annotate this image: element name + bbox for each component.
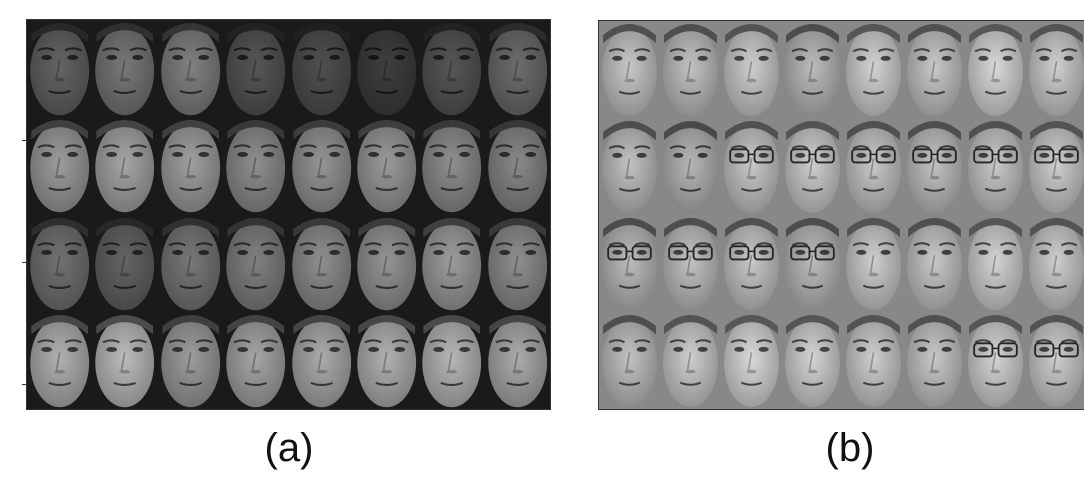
panel-b-face-tile [782, 312, 843, 409]
panel-b-face-tile [965, 312, 1026, 409]
panel-a-face-tile [484, 214, 550, 312]
panel-a-face-tile [353, 214, 420, 312]
panel-b-face-tile [1026, 312, 1084, 409]
panel-a-face-tile [288, 117, 354, 215]
panel-a-face-tile [353, 311, 420, 409]
panel-a-face-tile [484, 117, 550, 215]
panel-b-face-tile [782, 215, 843, 312]
panel-a-face-tile [92, 117, 158, 215]
panel-b-face-tile [843, 215, 904, 312]
panel-b-face-tile [843, 21, 904, 118]
panel-a-face-tile [288, 20, 354, 118]
panel-a-face-tile [223, 20, 289, 118]
panel-a-face-tile [92, 20, 158, 118]
panel-a-face-tile [223, 311, 289, 409]
panel-b-face-tile [660, 312, 721, 409]
panel-b-face-tile [721, 21, 782, 118]
panel-a-face-tile [157, 214, 224, 312]
panel-b-face-tile [782, 118, 843, 215]
axis-tick [22, 140, 26, 141]
face-grid-a [26, 19, 551, 410]
panel-a-face-tile [157, 311, 224, 409]
panel-a-face-tile [27, 214, 93, 312]
panel-b-face-tile [599, 215, 660, 312]
axis-tick [22, 384, 26, 385]
panel-b-face-tile [599, 118, 660, 215]
panel-b-face-tile [904, 118, 965, 215]
panel-b-face-tile [660, 215, 721, 312]
panel-b-face-tile [782, 21, 843, 118]
panel-b-face-tile [599, 312, 660, 409]
face-grid-b [598, 20, 1084, 410]
panel-b-face-tile [1026, 215, 1084, 312]
panel-b-face-tile [965, 21, 1026, 118]
panel-b-face-tile [721, 118, 782, 215]
panel-a-face-tile [27, 117, 93, 215]
panel-a-face-tile [157, 117, 224, 215]
panel-a-face-tile [223, 214, 289, 312]
panel-a-face-tile [157, 20, 224, 118]
panel-a-face-tile [419, 117, 485, 215]
panel-b-face-tile [660, 21, 721, 118]
panel-b-face-tile [904, 21, 965, 118]
panel-b-face-tile [660, 118, 721, 215]
panel-a-face-tile [484, 20, 550, 118]
caption-b: (b) [825, 426, 875, 470]
panel-b-face-tile [965, 215, 1026, 312]
panel-b-face-tile [599, 21, 660, 118]
panel-a-face-tile [419, 311, 485, 409]
panel-b-face-tile [1026, 21, 1084, 118]
panel-a-face-tile [27, 311, 93, 409]
axis-tick [22, 262, 26, 263]
panel-a-face-tile [27, 20, 93, 118]
panel-a-face-tile [419, 20, 485, 118]
panel-a-face-tile [288, 214, 354, 312]
panel-a-face-tile [353, 117, 420, 215]
panel-b-face-tile [904, 312, 965, 409]
caption-a: (a) [264, 426, 314, 470]
panel-b-face-tile [843, 118, 904, 215]
panel-a-face-tile [419, 214, 485, 312]
panel-a-face-tile [288, 311, 354, 409]
panel-b-face-tile [965, 118, 1026, 215]
panel-a-face-tile [484, 311, 550, 409]
panel-b-face-tile [721, 215, 782, 312]
panel-a-face-tile [92, 214, 158, 312]
panel-a-face-tile [223, 117, 289, 215]
panel-b-face-tile [1026, 118, 1084, 215]
panel-b-face-tile [843, 312, 904, 409]
panel-a-face-tile [353, 20, 420, 118]
panel-b-face-tile [721, 312, 782, 409]
panel-a-face-tile [92, 311, 158, 409]
panel-b-face-tile [904, 215, 965, 312]
